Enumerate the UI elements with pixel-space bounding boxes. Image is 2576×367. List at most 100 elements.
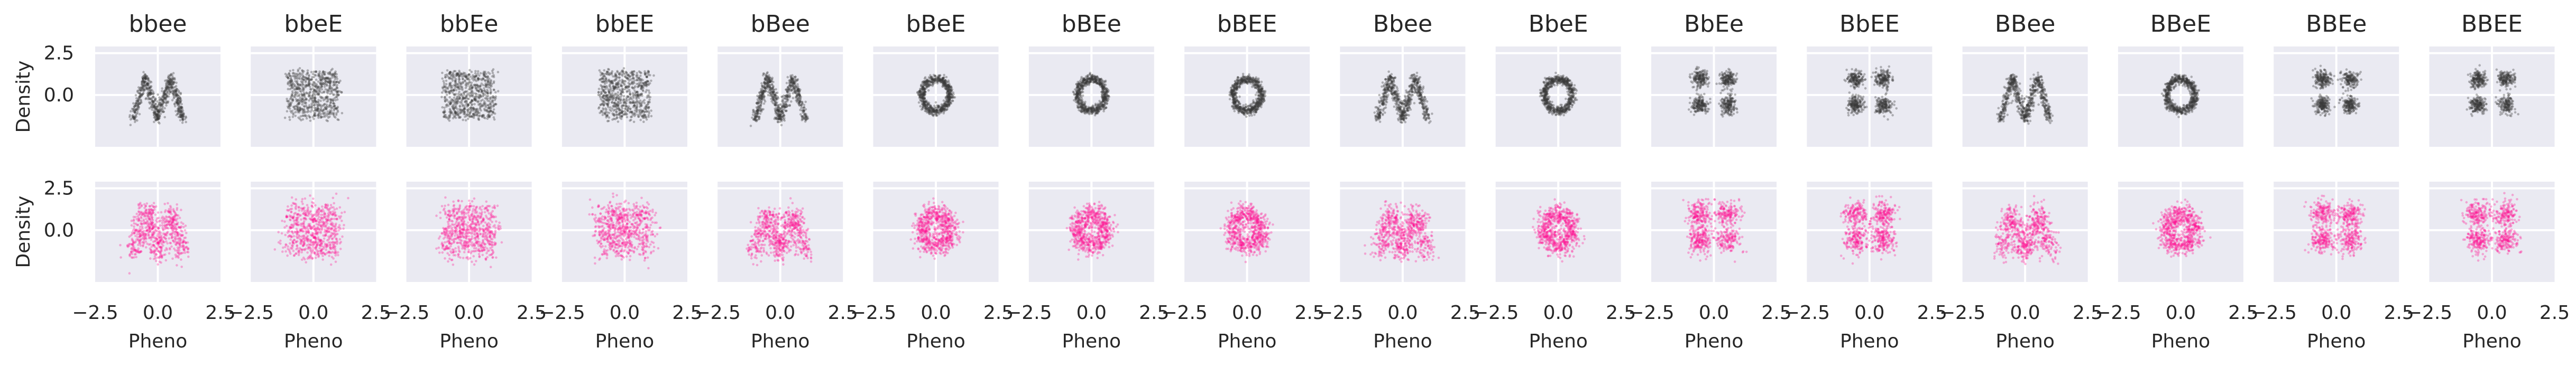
scatter-point bbox=[130, 256, 133, 259]
scatter-point bbox=[615, 114, 618, 117]
scatter-point bbox=[450, 228, 453, 231]
scatter-point bbox=[441, 91, 444, 94]
scatter-point bbox=[153, 107, 156, 109]
scatter-point bbox=[327, 90, 330, 92]
scatter-point bbox=[328, 208, 330, 211]
scatter-point bbox=[611, 107, 614, 110]
scatter-point bbox=[142, 78, 144, 81]
scatter-point bbox=[160, 110, 163, 112]
scatter-point bbox=[475, 210, 478, 213]
scatter-point bbox=[135, 107, 139, 110]
scatter-point bbox=[614, 99, 617, 102]
scatter-point bbox=[144, 204, 148, 208]
scatter-point bbox=[608, 68, 610, 71]
scatter-point bbox=[273, 248, 277, 251]
scatter-point bbox=[460, 220, 463, 223]
scatter-point bbox=[459, 239, 462, 242]
scatter-point bbox=[178, 96, 181, 99]
scatter-point bbox=[322, 111, 325, 115]
scatter-point bbox=[138, 112, 141, 116]
scatter-point bbox=[299, 84, 302, 87]
scatter-point bbox=[178, 249, 181, 252]
scatter-point bbox=[333, 218, 336, 220]
scatter-point bbox=[455, 111, 458, 115]
scatter-point bbox=[324, 78, 327, 81]
scatter-point bbox=[317, 223, 320, 226]
scatter-point bbox=[493, 204, 496, 207]
scatter-point bbox=[167, 211, 170, 213]
scatter-point bbox=[458, 104, 462, 107]
scatter-point bbox=[300, 248, 302, 251]
scatter-point bbox=[177, 102, 180, 105]
scatter-point bbox=[136, 100, 140, 102]
scatter-point bbox=[148, 88, 151, 91]
scatter-point bbox=[467, 258, 470, 261]
scatter-point bbox=[176, 203, 179, 206]
scatter-point bbox=[182, 112, 185, 115]
scatter-point bbox=[341, 112, 344, 115]
scatter-point bbox=[177, 108, 179, 111]
scatter-point bbox=[158, 110, 160, 113]
scatter-point bbox=[440, 232, 444, 235]
scatter-point bbox=[308, 80, 310, 83]
scatter-point bbox=[444, 204, 446, 208]
scatter-point bbox=[486, 103, 489, 107]
scatter-point bbox=[636, 108, 638, 111]
scatter-point bbox=[638, 109, 640, 112]
scatter-point bbox=[154, 205, 158, 208]
scatter-point bbox=[605, 98, 608, 101]
scatter-point bbox=[337, 253, 339, 257]
scatter-point bbox=[458, 204, 462, 207]
scatter-point bbox=[457, 246, 460, 248]
scatter-point bbox=[462, 224, 465, 227]
scatter-point bbox=[307, 206, 309, 209]
scatter-point bbox=[604, 86, 606, 89]
scatter-point bbox=[176, 206, 179, 210]
scatter-point bbox=[489, 92, 492, 95]
scatter-point bbox=[287, 248, 289, 250]
scatter-point bbox=[173, 96, 176, 99]
scatter-point bbox=[157, 113, 160, 116]
scatter-point bbox=[307, 231, 310, 234]
scatter-point bbox=[317, 85, 320, 88]
scatter-point bbox=[623, 100, 627, 103]
scatter-point bbox=[163, 89, 166, 92]
scatter-point bbox=[463, 93, 466, 96]
scatter-point bbox=[314, 240, 317, 243]
scatter-point bbox=[476, 79, 480, 82]
scatter-point bbox=[300, 200, 303, 203]
scatter-point bbox=[616, 83, 619, 86]
scatter-point bbox=[491, 214, 494, 217]
scatter-point bbox=[142, 89, 145, 92]
scatter-point bbox=[647, 100, 650, 103]
scatter-point bbox=[449, 74, 453, 77]
scatter-point bbox=[445, 98, 448, 101]
scatter-point bbox=[629, 75, 631, 78]
scatter-point bbox=[463, 221, 465, 223]
scatter-point bbox=[328, 84, 331, 88]
scatter-point bbox=[476, 229, 479, 232]
scatter-point bbox=[163, 97, 166, 100]
scatter-point bbox=[458, 216, 461, 219]
scatter-point bbox=[302, 207, 305, 210]
scatter-point bbox=[166, 90, 169, 93]
scatter-point bbox=[322, 78, 325, 81]
scatter-point bbox=[325, 107, 328, 110]
scatter-point bbox=[149, 257, 152, 260]
scatter-point bbox=[134, 108, 137, 111]
scatter-point bbox=[291, 90, 294, 93]
scatter-point bbox=[157, 211, 160, 214]
scatter-point bbox=[620, 115, 623, 118]
scatter-point bbox=[467, 82, 470, 84]
scatter-point bbox=[625, 73, 628, 77]
scatter-point bbox=[157, 121, 160, 124]
scatter-point bbox=[311, 201, 314, 204]
scatter-point bbox=[293, 77, 297, 80]
scatter-point bbox=[471, 220, 474, 223]
scatter-point bbox=[180, 266, 183, 268]
scatter-point bbox=[161, 105, 164, 108]
scatter-point bbox=[137, 91, 140, 95]
scatter-point bbox=[327, 250, 330, 253]
scatter-point bbox=[289, 102, 292, 106]
scatter-point bbox=[618, 79, 621, 82]
